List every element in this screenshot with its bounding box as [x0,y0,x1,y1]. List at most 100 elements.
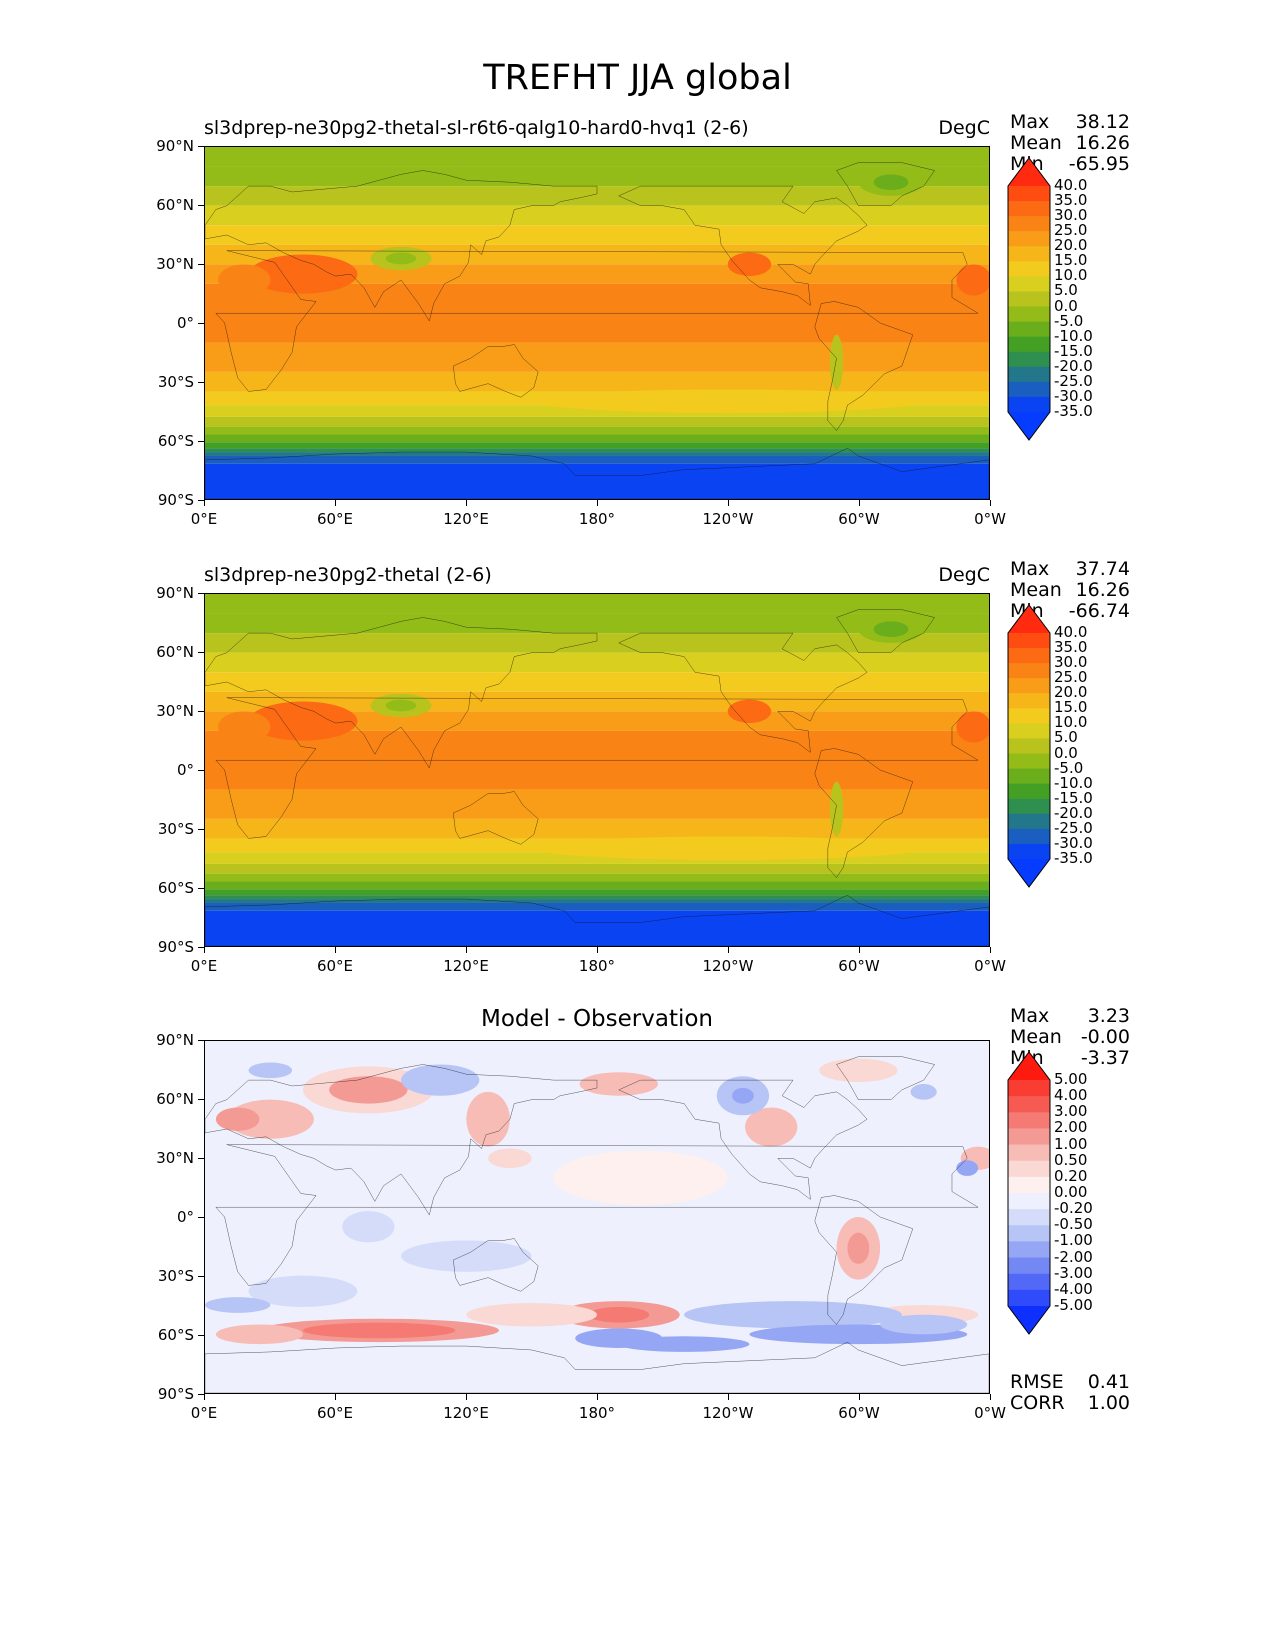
colorbar-segment [1008,246,1050,262]
stat-max-value: 37.74 [1075,558,1130,580]
y-tick-label: 0° [176,314,194,332]
y-tick-mark [198,1335,204,1336]
y-tick-mark [198,146,204,147]
colorbar-extend-max [1008,158,1050,186]
colorbar-segment [1008,291,1050,308]
colorbar-tick-label: -30.0 [1054,386,1093,405]
y-tick-label: 30°N [156,255,194,273]
colorbar-tick-label: 20.0 [1054,683,1088,702]
colorbar-tick-label: 0.20 [1054,1166,1088,1185]
x-tick-label: 120°W [702,1404,754,1422]
x-tick-label: 0°E [190,510,218,528]
y-tick-label: 90°S [157,491,194,509]
difference-map [204,1040,990,1394]
x-tick-mark [990,500,991,506]
x-tick-label: 0°W [974,510,1006,528]
colorbar-tick-label: 40.0 [1054,623,1088,641]
colorbar-extend-min [1008,412,1050,440]
x-tick-mark [466,1394,467,1400]
x-tick-mark [204,500,205,506]
colorbar-tick-label: 25.0 [1054,221,1088,240]
colorbar-segment [1008,1225,1050,1242]
colorbar-segment [1008,783,1050,800]
x-tick-mark [597,947,598,953]
y-tick-label: 60°N [156,1090,194,1108]
colorbar-tick-label: -20.0 [1054,803,1093,822]
x-tick-label: 120°W [702,510,754,528]
stat-mean-value: 16.26 [1075,132,1130,154]
temperature-map [204,593,990,947]
colorbar-segment [1008,276,1050,292]
colorbar-segment [1008,186,1050,202]
x-tick-mark [859,1394,860,1400]
stat-max-value: 3.23 [1087,1005,1130,1027]
coastlines [205,1057,989,1393]
colorbar-segment [1008,768,1050,785]
colorbar-tick-label: -4.00 [1054,1279,1093,1298]
panel-title: sl3dprep-ne30pg2-thetal-sl-r6t6-qalg10-h… [204,117,749,139]
y-tick-mark [198,323,204,324]
x-tick-mark [859,947,860,953]
colorbar-tick-label: -5.00 [1054,1296,1093,1314]
x-tick-label: 0°W [974,1404,1006,1422]
y-tick-label: 60°S [157,879,194,897]
colorbar-segment [1008,813,1050,830]
y-tick-mark [198,1276,204,1277]
y-tick-label: 30°S [157,820,194,838]
y-tick-mark [198,1040,204,1041]
colorbar-tick-label: -35.0 [1054,849,1093,867]
stat-min-value: -65.95 [1068,153,1130,175]
stat-mean-value: -0.00 [1080,1026,1130,1048]
colorbar-tick-label: -25.0 [1054,371,1093,390]
y-tick-label: 90°S [157,1385,194,1403]
stat-max-label: Max [1010,1005,1050,1027]
colorbar-segment [1008,633,1050,649]
x-tick-label: 120°E [443,1404,489,1422]
x-tick-mark [204,947,205,953]
stat-corr-label: CORR [1010,1392,1065,1414]
y-tick-mark [198,947,204,948]
panel-title: sl3dprep-ne30pg2-thetal (2-6) [204,564,492,586]
y-tick-mark [198,1394,204,1395]
y-tick-label: 30°N [156,702,194,720]
colorbar-tick-label: -10.0 [1054,326,1093,345]
colorbar-tick-label: 5.0 [1054,281,1078,300]
colorbar-tick-label: 3.00 [1054,1102,1088,1121]
colorbar-segment [1008,723,1050,739]
colorbar-tick-label: -35.0 [1054,402,1093,420]
x-tick-label: 180° [578,957,616,975]
stat-min-value: -66.74 [1068,600,1130,622]
colorbar-tick-label: -0.20 [1054,1199,1093,1218]
colorbar-tick-label: -2.00 [1054,1247,1093,1266]
y-tick-mark [198,593,204,594]
y-tick-mark [198,1217,204,1218]
x-tick-mark [990,947,991,953]
colorbar-tick-label: 35.0 [1054,638,1088,657]
colorbar-tick-label: 30.0 [1054,206,1088,225]
x-tick-mark [335,1394,336,1400]
colorbar-segment [1008,1209,1050,1226]
colorbar-tick-label: 25.0 [1054,668,1088,687]
y-tick-label: 60°N [156,196,194,214]
y-tick-mark [198,500,204,501]
x-tick-mark [728,947,729,953]
colorbar-segment [1008,1193,1050,1210]
colorbar-segment [1008,1080,1050,1097]
y-tick-label: 0° [176,1208,194,1226]
stat-mean-label: Mean [1010,579,1062,601]
colorbar-tick-label: -15.0 [1054,341,1093,360]
colorbar-tick-label: 0.0 [1054,743,1078,762]
colorbar-tick-label: 0.50 [1054,1150,1088,1169]
colorbar-segment [1008,693,1050,709]
x-tick-label: 60°W [838,1404,880,1422]
x-tick-label: 120°E [443,510,489,528]
colorbar-segment [1008,396,1050,413]
y-tick-label: 30°S [157,1267,194,1285]
x-tick-label: 60°E [316,957,354,975]
y-tick-mark [198,1158,204,1159]
colorbar-segment [1008,321,1050,338]
colorbar-tick-label: -30.0 [1054,833,1093,852]
x-tick-mark [728,500,729,506]
colorbar-segment [1008,738,1050,755]
colorbar-segment [1008,351,1050,368]
